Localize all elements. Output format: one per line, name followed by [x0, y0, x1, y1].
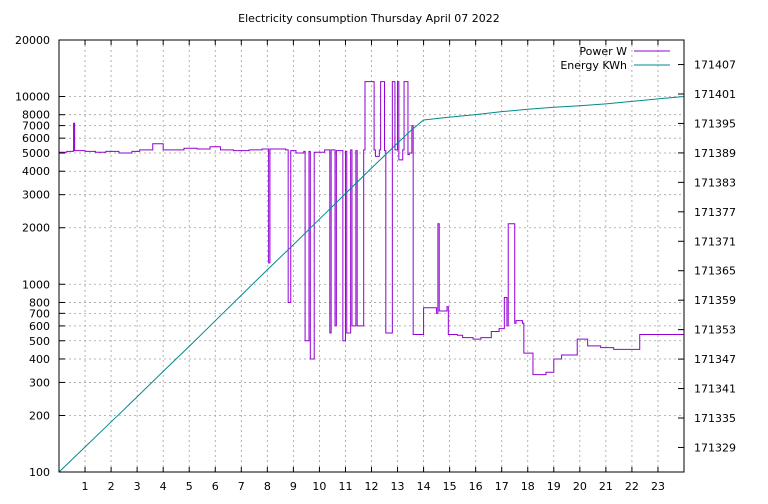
y-left-tick-label: 10000 [15, 91, 50, 104]
legend-label-energy-kwh: Energy KWh [560, 59, 627, 72]
y-right-tick-label: 171401 [694, 88, 736, 101]
y-left-tick-label: 600 [29, 320, 50, 333]
x-tick-label: 4 [160, 480, 167, 493]
axes: 1 2 3 4 5 6 7 8 9 10 11 12 13 14 15 16 17 18 19 20 21 22 23100… [15, 34, 736, 493]
x-tick-label: 15 [443, 480, 457, 493]
y-left-tick-label: 700 [29, 307, 50, 320]
y-right-tick-label: 171341 [694, 383, 736, 396]
x-tick-label: 22 [625, 480, 639, 493]
y-right-tick-label: 171353 [694, 324, 736, 337]
y-left-tick-label: 5000 [22, 147, 50, 160]
x-tick-label: 23 [651, 480, 665, 493]
x-tick-label: 17 [495, 480, 509, 493]
x-tick-label: 3 [134, 480, 141, 493]
x-tick-label: 8 [264, 480, 271, 493]
y-right-tick-label: 171389 [694, 147, 736, 160]
y-left-tick-label: 20000 [15, 34, 50, 47]
y-right-tick-label: 171359 [694, 294, 736, 307]
x-tick-label: 11 [338, 480, 352, 493]
y-right-tick-label: 171329 [694, 441, 736, 454]
series-layer [58, 81, 685, 473]
x-tick-label: 21 [599, 480, 613, 493]
x-tick-label: 2 [108, 480, 115, 493]
y-right-tick-label: 171383 [694, 176, 736, 189]
x-tick-label: 18 [521, 480, 535, 493]
x-tick-label: 12 [365, 480, 379, 493]
y-right-tick-label: 171377 [694, 206, 736, 219]
x-tick-label: 7 [238, 480, 245, 493]
y-left-tick-label: 7000 [22, 120, 50, 133]
chart-title: Electricity consumption Thursday April 0… [238, 12, 500, 25]
y-right-tick-label: 171371 [694, 235, 736, 248]
y-left-tick-label: 6000 [22, 132, 50, 145]
legend-label-power-w: Power W [579, 45, 627, 58]
x-tick-label: 6 [212, 480, 219, 493]
x-tick-label: 13 [391, 480, 405, 493]
y-right-tick-label: 171365 [694, 265, 736, 278]
x-tick-label: 16 [469, 480, 483, 493]
x-tick-label: 19 [547, 480, 561, 493]
x-tick-label: 10 [312, 480, 326, 493]
y-left-tick-label: 300 [29, 376, 50, 389]
y-left-tick-label: 1000 [22, 278, 50, 291]
y-left-tick-label: 100 [29, 466, 50, 479]
y-left-tick-label: 4000 [22, 165, 50, 178]
x-tick-label: 20 [573, 480, 587, 493]
x-tick-label: 14 [417, 480, 431, 493]
y-left-tick-label: 200 [29, 409, 50, 422]
y-left-tick-label: 8000 [22, 109, 50, 122]
y-right-tick-label: 171335 [694, 412, 736, 425]
y-right-tick-label: 171347 [694, 353, 736, 366]
y-left-tick-label: 2000 [22, 222, 50, 235]
y-right-tick-label: 171407 [694, 59, 736, 72]
y-left-tick-label: 3000 [22, 189, 50, 202]
x-tick-label: 9 [290, 480, 297, 493]
grid-lines [59, 40, 684, 472]
x-tick-label: 1 [82, 480, 89, 493]
y-left-tick-label: 500 [29, 335, 50, 348]
series-line-power-w [59, 81, 684, 376]
x-tick-label: 5 [186, 480, 193, 493]
series-line-energy-kwh [58, 95, 685, 473]
y-left-tick-label: 800 [29, 296, 50, 309]
y-left-tick-label: 400 [29, 353, 50, 366]
y-right-tick-label: 171395 [694, 117, 736, 130]
